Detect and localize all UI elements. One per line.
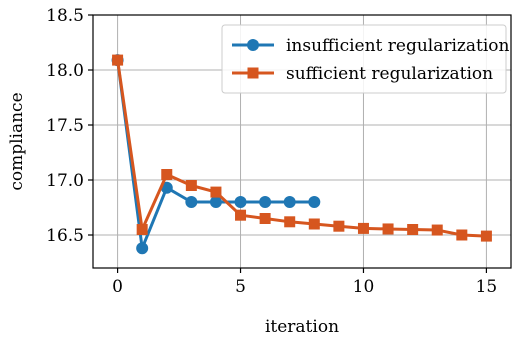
legend: insufficient regularization sufficient re…: [221, 24, 510, 94]
series-1-point-4: [210, 186, 222, 198]
series-0-point-1: [136, 242, 149, 255]
series-0-point-7: [283, 196, 296, 208]
series-0-point-8: [308, 196, 321, 208]
series-1-point-2: [161, 169, 173, 180]
y-tick-label-0: 16.5: [46, 226, 84, 246]
axis-ticks: 0 5 10 15 16.5 17.0 17.5 18.0 18.5: [46, 6, 497, 297]
legend-label-0: insufficient regularization: [286, 36, 510, 56]
series-1-point-10: [357, 222, 369, 234]
series-1: [112, 54, 492, 242]
series-0-point-6: [259, 196, 272, 208]
series-1-point-7: [284, 216, 296, 228]
series-1-point-11: [382, 223, 394, 235]
y-tick-label-2: 17.5: [46, 116, 84, 136]
y-tick-label-4: 18.5: [46, 6, 84, 26]
x-tick-label-1: 5: [235, 277, 246, 297]
series-1-point-12: [407, 224, 419, 235]
series-layer: [111, 54, 492, 255]
series-1-point-0: [112, 54, 124, 66]
series-1-point-6: [259, 213, 271, 224]
legend-marker-1: [247, 67, 259, 79]
legend-box: [221, 24, 507, 94]
x-tick-label-0: 0: [112, 277, 123, 297]
series-1-point-13: [431, 224, 443, 236]
x-tick-label-3: 15: [476, 277, 498, 297]
series-1-point-14: [456, 229, 468, 241]
series-1-point-9: [333, 220, 345, 232]
x-axis-label: iteration: [265, 317, 339, 337]
series-0-point-3: [185, 196, 198, 208]
x-tick-label-2: 10: [353, 277, 375, 297]
y-axis-label: compliance: [7, 92, 27, 190]
y-tick-label-1: 17.0: [46, 171, 84, 191]
plot-frame: [92, 14, 512, 269]
series-1-point-8: [308, 218, 320, 230]
series-1-point-3: [185, 180, 197, 191]
series-1-point-15: [480, 230, 492, 242]
y-tick-label-3: 18.0: [46, 61, 84, 81]
series-1-point-1: [136, 224, 148, 235]
series-line-1: [116, 59, 487, 238]
series-0-point-5: [234, 196, 247, 208]
legend-label-1: sufficient regularization: [286, 64, 493, 84]
series-1-point-5: [235, 209, 247, 221]
series-0-point-4: [209, 196, 222, 208]
legend-marker-0: [247, 39, 259, 51]
